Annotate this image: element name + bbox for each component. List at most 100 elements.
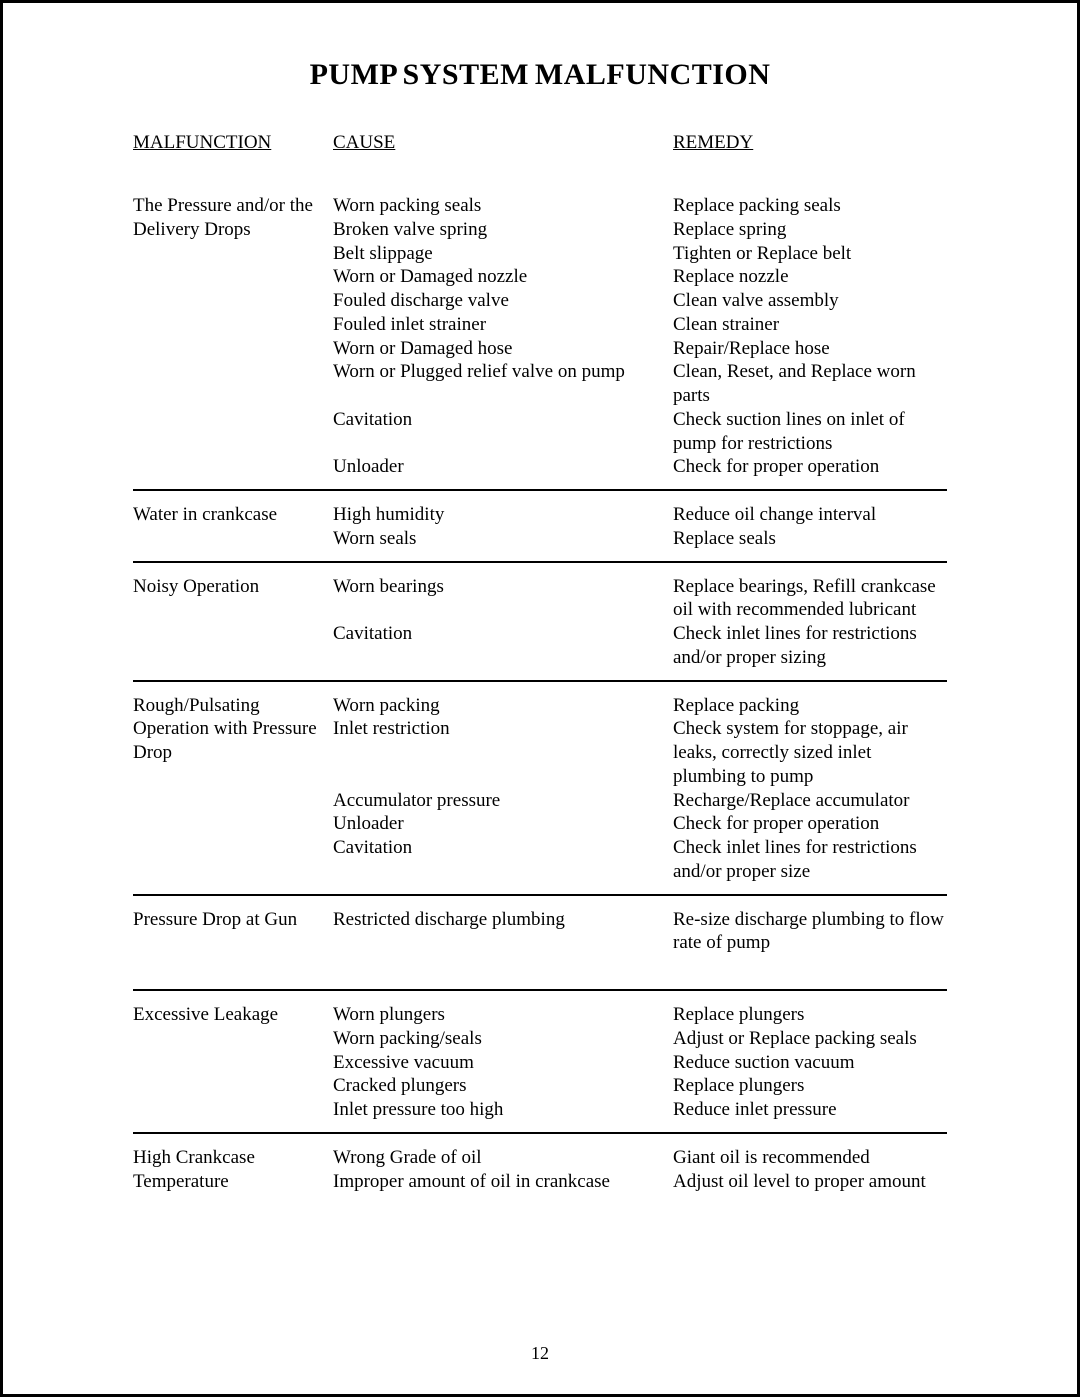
cause-cell: Worn bearings — [333, 575, 673, 623]
cause-cell: Unloader — [333, 812, 673, 836]
cause-cell: Fouled discharge valve — [333, 289, 673, 313]
cause-remedy-row: Wrong Grade of oilGiant oil is recommend… — [333, 1146, 947, 1170]
remedy-cell: Replace packing — [673, 694, 947, 718]
cause-remedy-row: Worn plungersReplace plungers — [333, 1003, 947, 1027]
remedy-cell: Replace nozzle — [673, 265, 947, 289]
remedy-cell: Check for proper operation — [673, 812, 947, 836]
remedy-cell: Adjust oil level to proper amount — [673, 1170, 947, 1194]
cause-cell: Cavitation — [333, 836, 673, 884]
remedy-cell: Check inlet lines for restrictions and/o… — [673, 622, 947, 670]
cause-remedy-row: UnloaderCheck for proper operation — [333, 812, 947, 836]
cause-cell: Excessive vacuum — [333, 1051, 673, 1075]
sections-container: The Pressure and/or the Delivery DropsWo… — [133, 182, 947, 1203]
page-title: PUMP SYSTEM MALFUNCTION — [133, 58, 947, 92]
malfunction-cell: Pressure Drop at Gun — [133, 908, 333, 980]
remedy-cell: Re-size discharge plumbing to flow rate … — [673, 908, 947, 956]
remedy-cell: Check suction lines on inlet of pump for… — [673, 408, 947, 456]
cause-cell: Worn seals — [333, 527, 673, 551]
malfunction-cell: Noisy Operation — [133, 575, 333, 670]
remedy-cell: Replace spring — [673, 218, 947, 242]
remedy-cell: Recharge/Replace accumulator — [673, 789, 947, 813]
section: Rough/Pulsating Operation with Pressure … — [133, 682, 947, 896]
cause-remedy-row: Excessive vacuumReduce suction vacuum — [333, 1051, 947, 1075]
cause-remedy-row: Inlet pressure too highReduce inlet pres… — [333, 1098, 947, 1122]
remedy-cell: Replace plungers — [673, 1003, 947, 1027]
cause-remedy-row: Worn or Damaged hoseRepair/Replace hose — [333, 337, 947, 361]
cause-remedy-row: Worn packingReplace packing — [333, 694, 947, 718]
cause-cell: Cavitation — [333, 622, 673, 670]
cause-remedy-row: Broken valve springReplace spring — [333, 218, 947, 242]
section: The Pressure and/or the Delivery DropsWo… — [133, 182, 947, 491]
remedy-cell: Replace bearings, Refill crankcase oil w… — [673, 575, 947, 623]
cause-cell: Inlet restriction — [333, 717, 673, 788]
remedy-cell: Tighten or Replace belt — [673, 242, 947, 266]
cause-cell: Unloader — [333, 455, 673, 479]
malfunction-cell: High Crankcase Temperature — [133, 1146, 333, 1194]
cause-remedy-row: Worn sealsReplace seals — [333, 527, 947, 551]
section: High Crankcase TemperatureWrong Grade of… — [133, 1134, 947, 1204]
cause-cell: Worn or Damaged hose — [333, 337, 673, 361]
cause-cell: Wrong Grade of oil — [333, 1146, 673, 1170]
cause-cell: Worn packing seals — [333, 194, 673, 218]
header-malfunction: MALFUNCTION — [133, 132, 271, 153]
cause-cell: Worn or Plugged relief valve on pump — [333, 360, 673, 408]
cause-remedy-row: Worn packing/sealsAdjust or Replace pack… — [333, 1027, 947, 1051]
cause-cell: High humidity — [333, 503, 673, 527]
cause-cell: Belt slippage — [333, 242, 673, 266]
cause-remedy-row: Worn packing sealsReplace packing seals — [333, 194, 947, 218]
cause-remedy-row: Improper amount of oil in crankcaseAdjus… — [333, 1170, 947, 1194]
cause-remedy-row: Worn or Damaged nozzleReplace nozzle — [333, 265, 947, 289]
pairs-container: Worn plungersReplace plungersWorn packin… — [333, 1003, 947, 1122]
malfunction-cell: The Pressure and/or the Delivery Drops — [133, 194, 333, 479]
remedy-cell: Replace seals — [673, 527, 947, 551]
cause-remedy-row: Cracked plungersReplace plungers — [333, 1074, 947, 1098]
cause-remedy-row: CavitationCheck suction lines on inlet o… — [333, 408, 947, 456]
cause-cell: Restricted discharge plumbing — [333, 908, 673, 956]
cause-remedy-row: High humidityReduce oil change interval — [333, 503, 947, 527]
cause-cell: Broken valve spring — [333, 218, 673, 242]
pairs-container: High humidityReduce oil change intervalW… — [333, 503, 947, 551]
cause-remedy-row: CavitationCheck inlet lines for restrict… — [333, 836, 947, 884]
cause-cell: Cavitation — [333, 408, 673, 456]
header-remedy: REMEDY — [673, 132, 753, 153]
section: Noisy OperationWorn bearingsReplace bear… — [133, 563, 947, 682]
section: Pressure Drop at GunRestricted discharge… — [133, 896, 947, 992]
remedy-cell: Clean, Reset, and Replace worn parts — [673, 360, 947, 408]
cause-cell: Improper amount of oil in crankcase — [333, 1170, 673, 1194]
cause-cell: Fouled inlet strainer — [333, 313, 673, 337]
page: PUMP SYSTEM MALFUNCTION MALFUNCTION CAUS… — [0, 0, 1080, 1397]
cause-cell: Cracked plungers — [333, 1074, 673, 1098]
remedy-cell: Reduce suction vacuum — [673, 1051, 947, 1075]
remedy-cell: Check inlet lines for restrictions and/o… — [673, 836, 947, 884]
header-cause: CAUSE — [333, 132, 395, 153]
malfunction-cell: Rough/Pulsating Operation with Pressure … — [133, 694, 333, 884]
column-headers: MALFUNCTION CAUSE REMEDY — [133, 132, 947, 154]
malfunction-cell: Excessive Leakage — [133, 1003, 333, 1122]
remedy-cell: Check system for stoppage, air leaks, co… — [673, 717, 947, 788]
remedy-cell: Adjust or Replace packing seals — [673, 1027, 947, 1051]
pairs-container: Worn packingReplace packingInlet restric… — [333, 694, 947, 884]
section: Excessive LeakageWorn plungersReplace pl… — [133, 991, 947, 1134]
cause-cell: Worn or Damaged nozzle — [333, 265, 673, 289]
pairs-container: Restricted discharge plumbingRe-size dis… — [333, 908, 947, 980]
remedy-cell: Clean valve assembly — [673, 289, 947, 313]
cause-remedy-row: Fouled inlet strainerClean strainer — [333, 313, 947, 337]
cause-remedy-row: Belt slippageTighten or Replace belt — [333, 242, 947, 266]
remedy-cell: Check for proper operation — [673, 455, 947, 479]
pairs-container: Wrong Grade of oilGiant oil is recommend… — [333, 1146, 947, 1194]
cause-remedy-row: Fouled discharge valveClean valve assemb… — [333, 289, 947, 313]
section: Water in crankcaseHigh humidityReduce oi… — [133, 491, 947, 563]
malfunction-cell: Water in crankcase — [133, 503, 333, 551]
cause-cell: Worn packing — [333, 694, 673, 718]
cause-cell: Worn packing/seals — [333, 1027, 673, 1051]
remedy-cell: Replace plungers — [673, 1074, 947, 1098]
cause-remedy-row: CavitationCheck inlet lines for restrict… — [333, 622, 947, 670]
spacer — [333, 955, 947, 979]
remedy-cell: Giant oil is recommended — [673, 1146, 947, 1170]
remedy-cell: Repair/Replace hose — [673, 337, 947, 361]
pairs-container: Worn bearingsReplace bearings, Refill cr… — [333, 575, 947, 670]
cause-cell: Accumulator pressure — [333, 789, 673, 813]
cause-remedy-row: Inlet restrictionCheck system for stoppa… — [333, 717, 947, 788]
cause-cell: Inlet pressure too high — [333, 1098, 673, 1122]
cause-cell: Worn plungers — [333, 1003, 673, 1027]
